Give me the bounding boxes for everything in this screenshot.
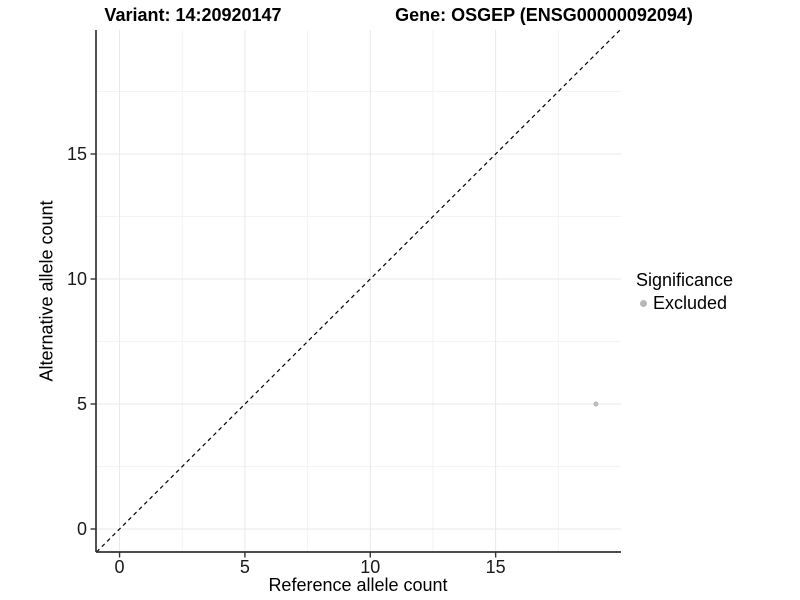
y-tick-label: 5: [77, 394, 87, 414]
variant-title: Variant: 14:20920147: [104, 5, 282, 25]
legend-title: Significance: [636, 270, 734, 290]
legend: Significance Excluded: [636, 270, 733, 314]
y-tick-label: 15: [67, 144, 87, 164]
y-tick-label: 10: [67, 269, 87, 289]
data-point: [593, 401, 599, 407]
gene-title: Gene: OSGEP (ENSG00000092094): [395, 5, 693, 25]
x-tick-label: 5: [240, 557, 250, 577]
identity-line: [96, 29, 621, 553]
y-tick-label: 0: [77, 519, 87, 539]
x-axis-title: Reference allele count: [268, 575, 448, 595]
x-tick-label: 10: [360, 557, 380, 577]
excluded-point-icon: [640, 300, 647, 307]
x-tick-label: 15: [486, 557, 506, 577]
x-tick-label: 0: [115, 557, 125, 577]
y-axis-title: Alternative allele count: [36, 200, 57, 382]
legend-item-label: Excluded: [653, 293, 728, 313]
legend-item-excluded: Excluded: [640, 293, 733, 314]
